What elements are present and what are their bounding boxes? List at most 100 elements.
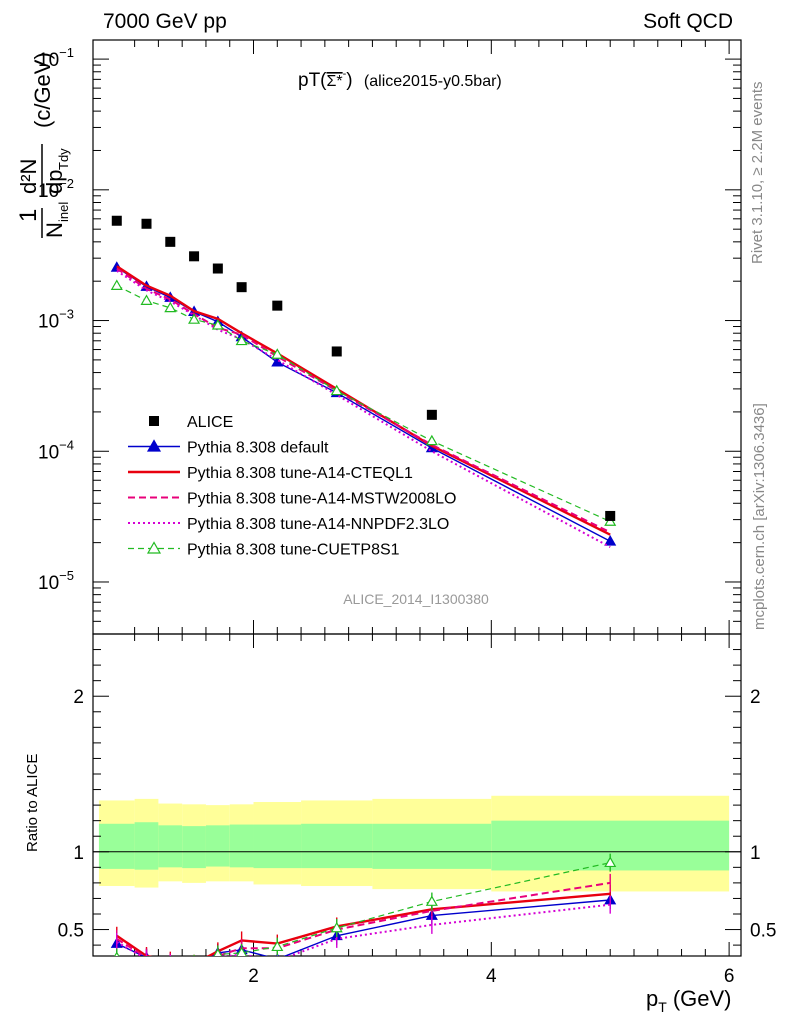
series-line-0 [116,266,611,542]
legend-label: Pythia 8.308 tune-A14-CTEQL1 [187,465,413,482]
header-right: Soft QCD [643,10,733,33]
y-tick-label: 10−5 [38,568,74,594]
legend-label: Pythia 8.308 tune-CUETP8S1 [187,542,400,559]
data-point [141,218,152,229]
data-point [272,300,283,311]
data-point [165,236,176,247]
legend-label: Pythia 8.308 default [187,440,329,457]
y-tick-base: 10 [38,442,59,463]
ratio-marker [271,940,284,952]
series-marker [188,313,201,324]
ratio-marker [189,959,199,968]
x-tick-label: 6 [724,966,735,987]
xlabel-p: p [646,986,658,1011]
ratio-marker [604,856,617,868]
y-tick-base: 10 [38,312,59,333]
stat-band [205,825,230,867]
xlabel-unit: (GeV) [673,986,732,1011]
analysis-id: ALICE_2014_I1300380 [343,591,489,607]
y-tick-exp: −3 [59,307,74,322]
ratio-tick-label-right: 0.5 [750,921,776,942]
series-marker [211,319,224,330]
series-marker [164,301,177,313]
ratio-tick-label-left: 1 [73,843,84,864]
stat-band [98,823,135,869]
legend-entry: Pythia 8.308 tune-A14-CTEQL1 [128,465,413,482]
header-left: 7000 GeV pp [103,10,227,33]
series-marker [330,384,343,396]
legend-marker-square [149,416,159,426]
ylabel-prefix: 1 [15,209,42,222]
ylabel-den-sub: Tdy [56,148,71,170]
ratio-line-3 [116,903,611,956]
series-marker [425,434,438,446]
legend-entry: ALICE [149,414,233,431]
legend-entry: Pythia 8.308 default [128,439,329,457]
series-marker [271,348,284,359]
plot-title-close: ) [346,70,352,91]
data-point [331,346,342,357]
legend-marker-triangle [146,541,162,554]
rivet-label: Rivet 3.1.10, ≥ 2.2M events [749,82,766,265]
y-tick-label: 10−3 [38,307,74,333]
ratio-line-2 [116,881,611,956]
ratio-tick-label-left: 0.5 [58,921,84,942]
y-tick-label: 10−4 [38,437,74,463]
y-tick-base: 10 [38,181,59,202]
legend-entry: Pythia 8.308 tune-A14-MSTW2008LO [128,491,456,508]
series-line-1 [116,265,611,536]
data-point [236,282,247,293]
main-ylabel: 1 N inel d²N dp Tdy (c/GeV) [15,52,71,238]
series-marker [235,334,248,346]
x-tick-label: 2 [248,966,259,987]
ratio-marker [236,946,247,956]
ratio-tick-label-right: 2 [750,687,761,708]
series-marker [604,535,617,546]
y-tick-exp: −2 [59,176,74,191]
ratio-marker [165,960,175,969]
stat-band [134,822,159,870]
y-tick-exp: −5 [59,568,74,583]
stat-band [301,823,373,869]
main-series [110,215,617,548]
stat-band [253,824,302,869]
ratio-marker [189,960,199,969]
y-tick-exp: −4 [59,437,74,452]
legend-marker-triangle [146,439,162,452]
legend: ALICE Pythia 8.308 default Pythia 8.308 tu… [128,414,456,559]
xlabel: pT (GeV) [646,986,732,1015]
ratio-tick-label-right: 1 [750,843,761,864]
ratio-marker [425,895,438,906]
legend-entry: Pythia 8.308 tune-CUETP8S1 [128,541,400,559]
legend-label: Pythia 8.308 tune-A14-MSTW2008LO [187,491,456,508]
stat-band [229,824,254,868]
ratio-marker [165,957,175,966]
ratio-ylabel: Ratio to ALICE [24,754,41,852]
ratio-frame [92,633,742,957]
xlabel-sub: T [658,999,667,1015]
plot-title-particle: Σ* [327,73,343,90]
series-line-2 [116,267,611,534]
stat-band [182,826,206,869]
y-tick-label: 10−1 [38,45,74,71]
legend-label: ALICE [187,414,233,431]
y-tick-base: 10 [38,573,59,594]
ylabel-n-sub: inel [56,202,71,222]
y-tick-base: 10 [38,50,59,71]
ylabel-unit: (c/GeV) [30,52,55,128]
x-tick-label: 4 [486,966,497,987]
ratio-marker [114,951,120,956]
series-marker [110,279,123,290]
ratio-marker [142,962,152,971]
mcplots-label: mcplots.cern.ch [arXiv:1306.3436] [751,403,768,630]
ratio-bands [98,795,730,892]
plot-title: pT(Σ*-) (alice2015-y0.5bar) [298,68,502,91]
stat-band [158,825,183,868]
ratio-tick-label-left: 2 [73,687,84,708]
y-tick-exp: −1 [59,45,74,60]
ylabel-num: d²N [16,159,41,194]
plot-title-main: pT( [298,70,327,91]
series-line-4 [116,285,611,523]
legend-entry: Pythia 8.308 tune-A14-NNPDF2.3LO [128,516,449,533]
axis-ticks: 2 4 610−510−410−310−210−10.5 0.51 12 2 [38,40,776,987]
